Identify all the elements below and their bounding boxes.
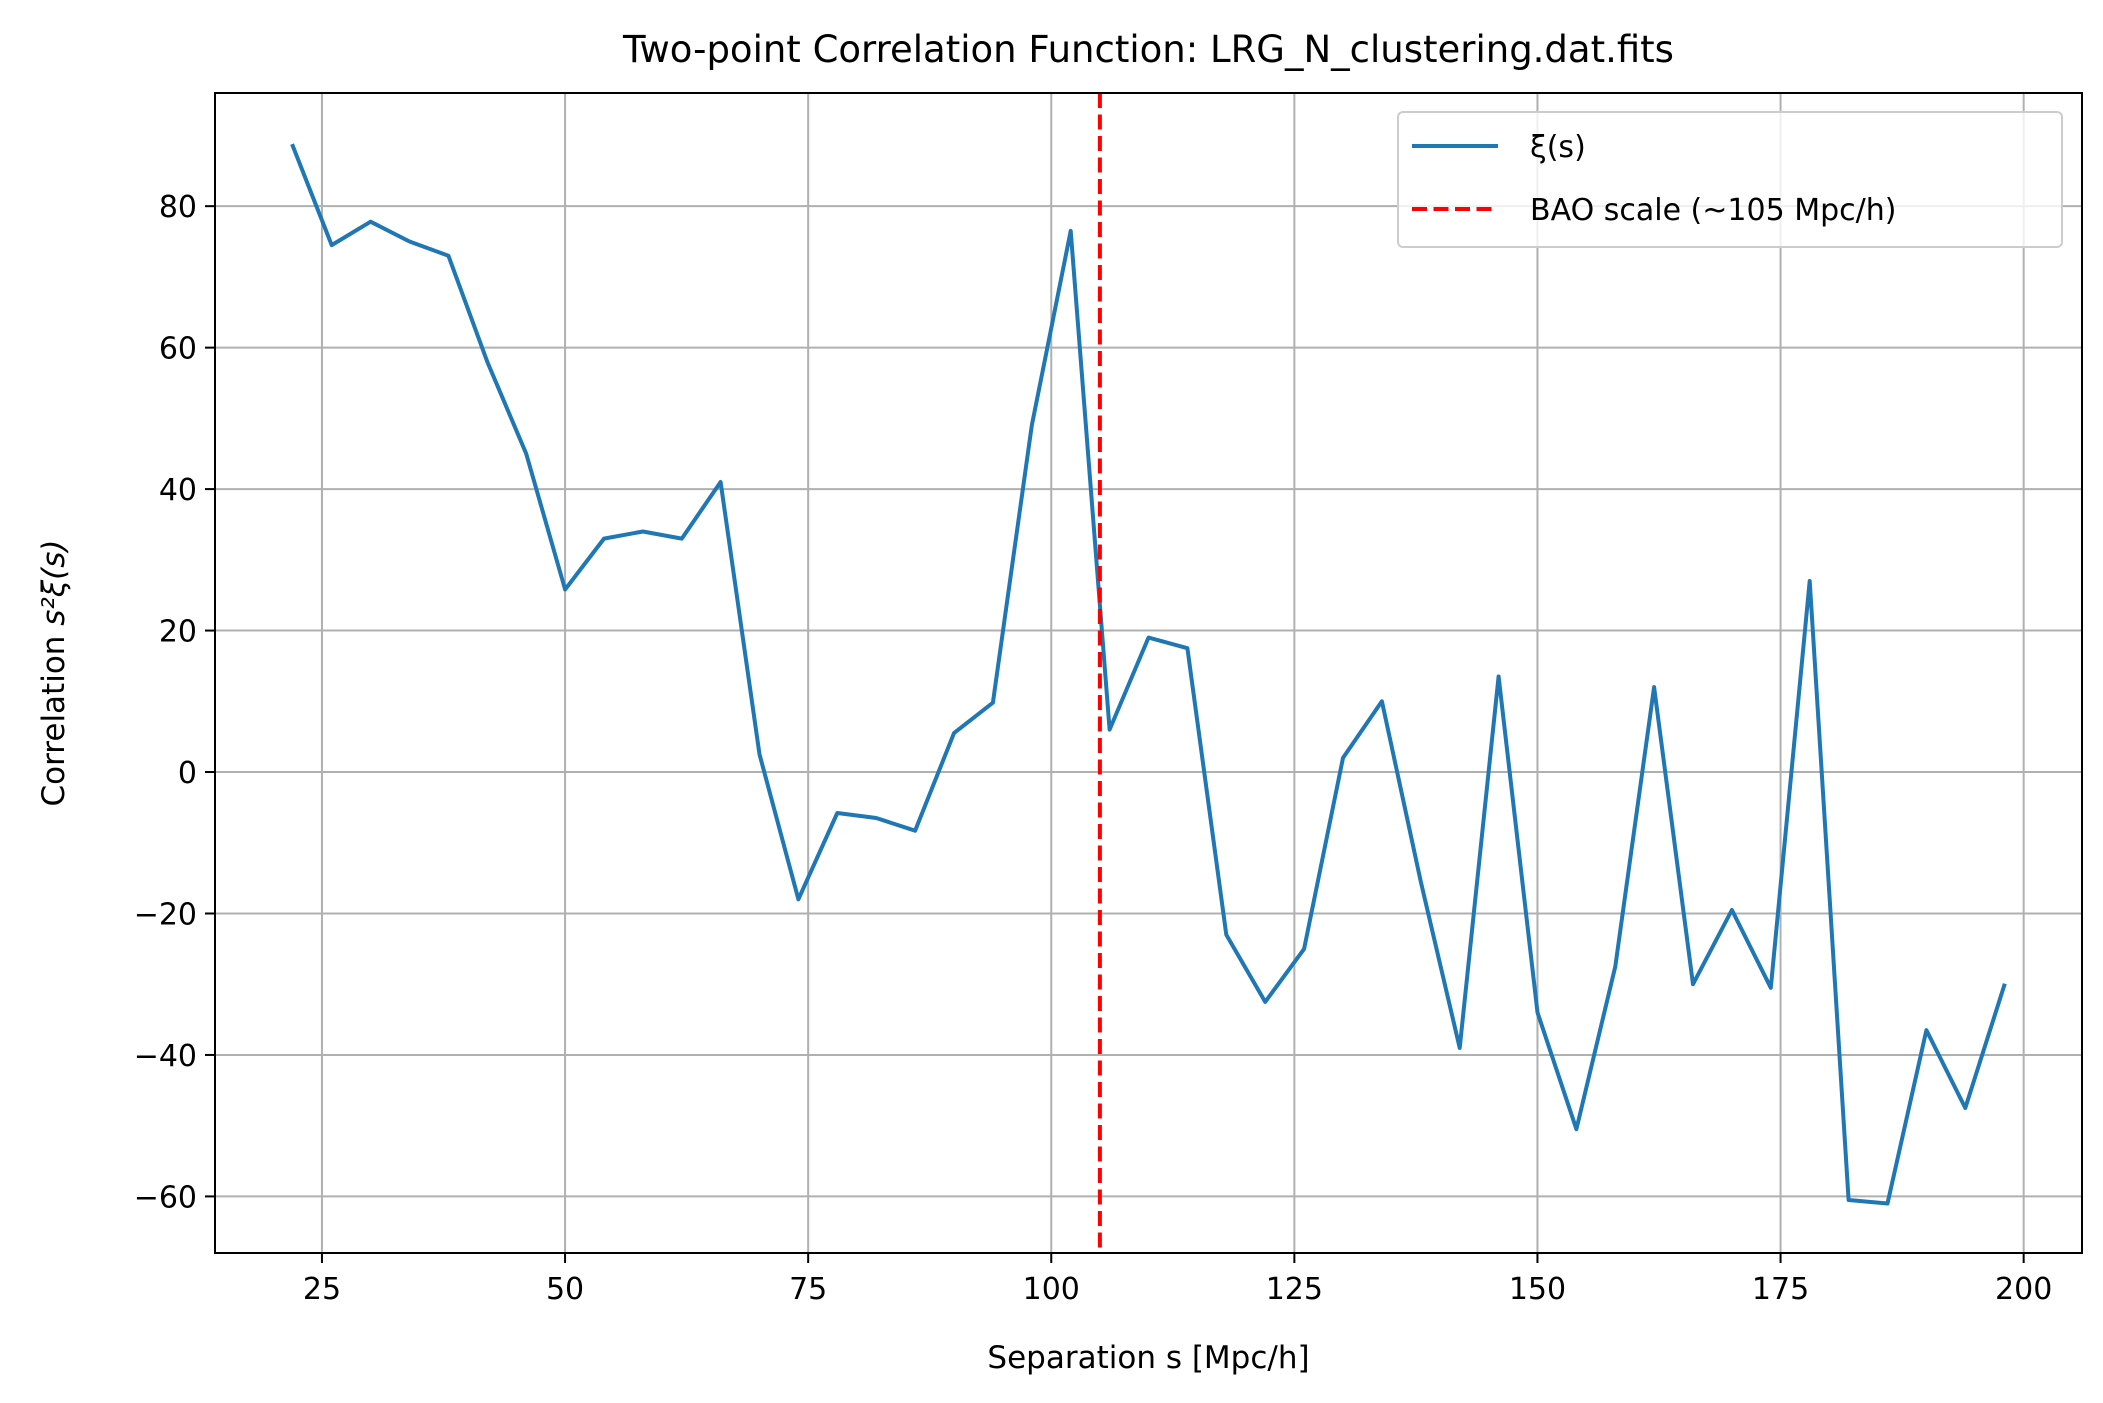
x-tick-label: 50 — [546, 1272, 584, 1307]
x-tick-label: 75 — [789, 1272, 827, 1307]
plot-frame — [214, 92, 2083, 1254]
x-tick-label: 175 — [1752, 1272, 1809, 1307]
y-tick-label: 60 — [159, 332, 197, 367]
plot-series — [290, 93, 2007, 1253]
legend: ξ(s) BAO scale (~105 Mpc/h) — [1397, 111, 2063, 248]
y-tick-label: −40 — [134, 1039, 197, 1074]
y-tick-label: 20 — [159, 615, 197, 650]
y-tick-label: −20 — [134, 897, 197, 932]
axis-ticks: 25 50 75 100 125 150 175 200 −60 −40 −20 0 20 40 60 80 — [134, 190, 2053, 1307]
x-tick-label: 125 — [1266, 1272, 1323, 1307]
xi-series-line — [290, 143, 2007, 1206]
y-tick-label: −60 — [134, 1180, 197, 1215]
y-tick-label: 40 — [159, 473, 197, 508]
x-tick-label: 200 — [1995, 1272, 2052, 1307]
y-axis-label-prefix: Correlation — [36, 626, 72, 807]
x-tick-label: 25 — [303, 1272, 341, 1307]
legend-label-bao: BAO scale (~105 Mpc/h) — [1530, 193, 1896, 228]
y-tick-label: 80 — [159, 190, 197, 225]
x-tick-label: 100 — [1023, 1272, 1080, 1307]
chart-title: Two-point Correlation Function: LRG_N_cl… — [622, 28, 1674, 71]
y-axis-label: Correlation s²ξ(s) — [36, 539, 72, 806]
x-tick-label: 150 — [1509, 1272, 1566, 1307]
y-axis-label-math: s²ξ(s) — [36, 539, 72, 625]
legend-box — [1397, 111, 2063, 248]
x-axis-label: Separation s [Mpc/h] — [987, 1340, 1309, 1376]
grid — [215, 93, 2082, 1253]
y-tick-label: 0 — [178, 756, 197, 791]
legend-label-xi: ξ(s) — [1530, 130, 1586, 165]
